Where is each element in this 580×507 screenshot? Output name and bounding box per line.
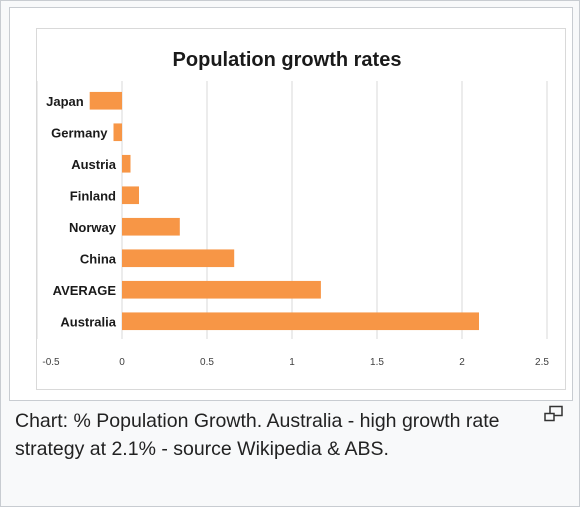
magnify-clip-icon[interactable] (543, 405, 565, 425)
category-label-china: China (80, 251, 117, 266)
bar-australia (122, 312, 479, 331)
tick-label-layer: -0.5 0 0.5 1 1.5 2 2.5 (42, 357, 549, 368)
bar-china (122, 249, 235, 268)
chart-image[interactable]: Japan Germany Austria Finland Norway China AVE… (9, 7, 573, 401)
category-label-finland: Finland (70, 188, 116, 203)
bar-norway (122, 217, 180, 236)
category-label-norway: Norway (69, 220, 117, 235)
chart-title: Population growth rates (173, 49, 402, 71)
bar-austria (122, 154, 131, 173)
chart-area: Japan Germany Austria Finland Norway China AVE… (36, 28, 566, 390)
category-label-germany: Germany (51, 125, 108, 140)
x-tick-label: 2 (459, 357, 465, 368)
bar-finland (122, 186, 139, 205)
x-tick-label: 0 (119, 357, 125, 368)
category-label-austria: Austria (71, 157, 117, 172)
x-tick-label: 2.5 (535, 357, 549, 368)
image-caption: Chart: % Population Growth. Australia - … (15, 410, 500, 460)
bar-layer (89, 91, 479, 331)
x-tick-label: 1.5 (370, 357, 384, 368)
x-tick-label: 0.5 (200, 357, 214, 368)
category-label-average: AVERAGE (53, 283, 117, 298)
x-tick-label: 1 (289, 357, 295, 368)
category-label-layer: Japan Germany Austria Finland Norway China AVE… (46, 94, 117, 330)
category-label-japan: Japan (46, 94, 84, 109)
bar-japan (89, 91, 122, 110)
x-tick-label: -0.5 (42, 357, 60, 368)
grid-layer (37, 81, 548, 339)
population-growth-chart: Japan Germany Austria Finland Norway China AVE… (37, 49, 549, 368)
bar-germany (113, 123, 122, 142)
category-label-australia: Australia (60, 314, 116, 329)
bar-average (122, 280, 321, 299)
